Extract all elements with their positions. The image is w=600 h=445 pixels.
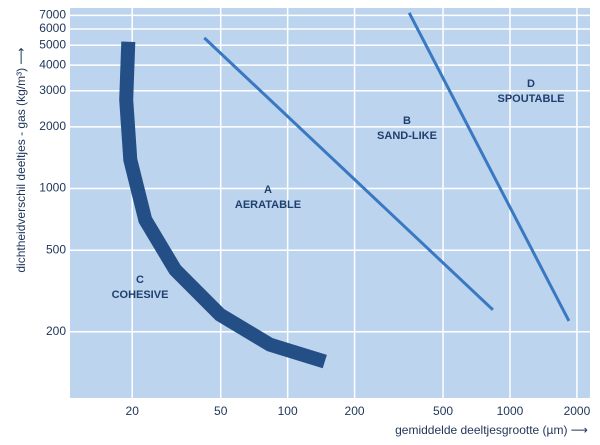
region-letter: C bbox=[136, 274, 144, 286]
boundary-line bbox=[119, 41, 327, 369]
y-tick-label: 7000 bbox=[39, 7, 66, 21]
x-tick-label: 100 bbox=[278, 404, 298, 418]
y-tick-label: 1000 bbox=[39, 181, 66, 195]
region-label: COHESIVE bbox=[112, 289, 169, 301]
y-tick-label: 6000 bbox=[39, 21, 66, 35]
x-tick-label: 20 bbox=[126, 404, 140, 418]
x-tick-label: 200 bbox=[345, 404, 365, 418]
boundary-line bbox=[407, 12, 571, 322]
x-tick-label: 50 bbox=[214, 404, 228, 418]
region-label: AERATABLE bbox=[235, 199, 301, 211]
plot-background bbox=[70, 8, 590, 398]
region-label: SAND-LIKE bbox=[377, 130, 437, 142]
region-letter: D bbox=[527, 78, 535, 90]
y-tick-label: 500 bbox=[46, 242, 66, 256]
y-tick-label: 2000 bbox=[39, 119, 66, 133]
y-tick-label: 5000 bbox=[39, 37, 66, 51]
x-tick-label: 500 bbox=[433, 404, 453, 418]
region-letter: A bbox=[264, 184, 272, 196]
y-tick-label: 4000 bbox=[39, 57, 66, 71]
y-axis-label: dichtheidverschil deeltjes - gas (kg/m³)… bbox=[14, 47, 28, 272]
marks bbox=[119, 12, 571, 369]
y-tick-label: 3000 bbox=[39, 83, 66, 97]
y-tick-label: 200 bbox=[46, 324, 66, 338]
x-tick-label: 1000 bbox=[497, 404, 524, 418]
x-tick-label: 2000 bbox=[564, 404, 591, 418]
boundary-line bbox=[203, 36, 494, 311]
region-letter: B bbox=[403, 115, 411, 127]
labels: 20 50 100 200 500 1000 2000 200 500 1000 2000 3000 4… bbox=[39, 7, 590, 418]
region-label: SPOUTABLE bbox=[497, 93, 564, 105]
x-axis-label: gemiddelde deeltjesgrootte (µm) ⟶ bbox=[395, 423, 588, 437]
